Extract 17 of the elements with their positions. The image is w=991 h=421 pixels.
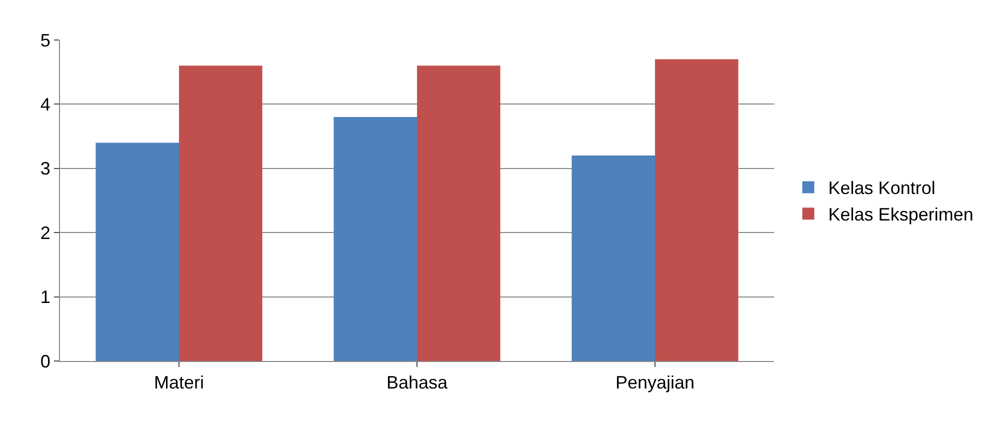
y-tick-label: 5 <box>40 30 50 50</box>
legend-label: Kelas Kontrol <box>828 178 936 198</box>
legend-label: Kelas Eksperimen <box>828 204 974 225</box>
x-tick-label: Materi <box>154 372 204 393</box>
y-tick-label: 0 <box>40 351 50 372</box>
bar <box>572 156 655 361</box>
bar <box>417 66 500 361</box>
x-tick-label: Penyajian <box>615 372 695 393</box>
bar <box>179 66 262 361</box>
bar <box>96 142 179 361</box>
y-tick-label: 2 <box>40 222 50 243</box>
y-tick-label: 1 <box>40 287 50 308</box>
x-tick-label: Bahasa <box>386 372 449 393</box>
y-tick-label: 4 <box>40 94 50 114</box>
bar <box>655 59 738 361</box>
y-tick-label: 3 <box>40 158 50 179</box>
bar <box>334 117 417 361</box>
